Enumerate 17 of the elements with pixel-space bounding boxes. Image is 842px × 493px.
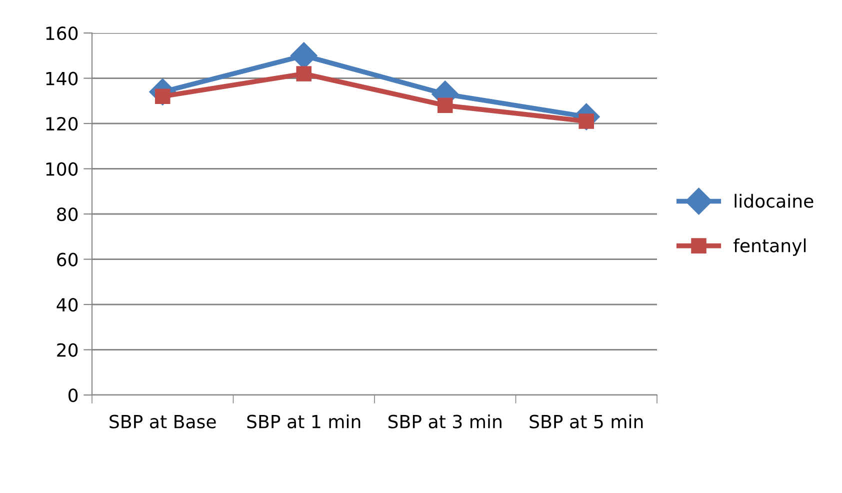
y-tick-label: 0 <box>68 388 78 402</box>
y-tick-label: 140 <box>46 72 78 86</box>
point <box>296 66 312 82</box>
y-tick-label: 100 <box>46 162 78 176</box>
x-tick-label: SBP at Base <box>110 414 216 428</box>
y-tick-label: 20 <box>57 343 78 357</box>
y-tick-label: 80 <box>57 207 78 222</box>
point <box>437 98 453 114</box>
y-tick-label: 160 <box>46 26 78 40</box>
x-tick-label: SBP at 1 min <box>247 414 360 428</box>
legend-label: fentanyl <box>733 238 806 256</box>
y-tick-label: 60 <box>57 252 78 266</box>
y-tick-label: 40 <box>56 298 78 312</box>
legend-label: lidocaine <box>734 194 814 208</box>
y-tick-label: 120 <box>46 116 78 131</box>
x-tick-label: SBP at 3 min <box>388 414 502 428</box>
x-tick-label: SBP at 5 min <box>530 414 643 428</box>
